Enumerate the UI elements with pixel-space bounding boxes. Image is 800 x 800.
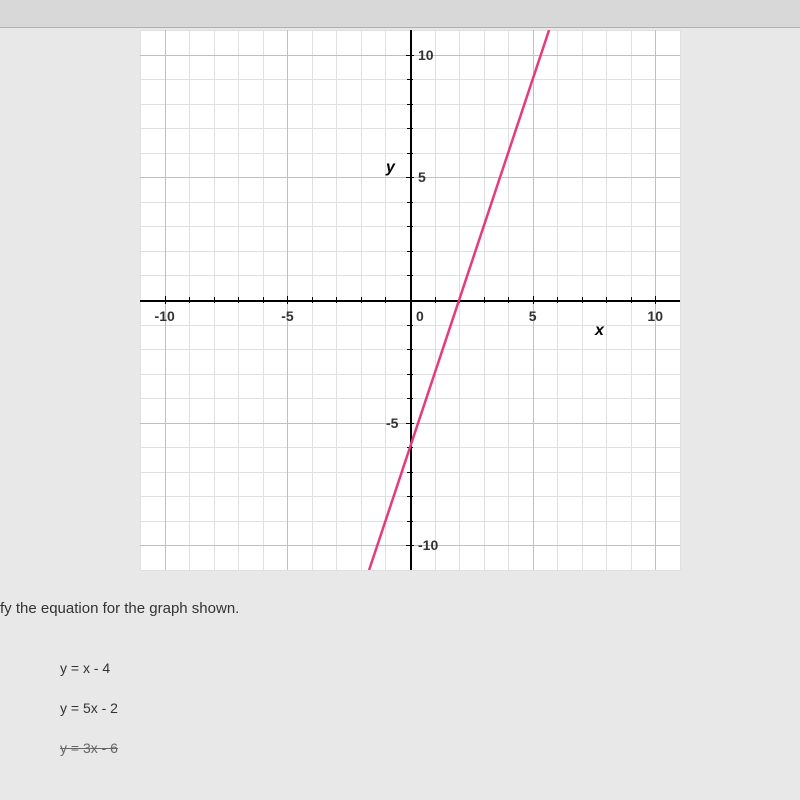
option-c[interactable]: y = 3x - 6 xyxy=(60,740,118,756)
y-axis-name: y xyxy=(386,159,395,177)
answer-options: y = x - 4 y = 5x - 2 y = 3x - 6 xyxy=(60,660,118,780)
option-a[interactable]: y = x - 4 xyxy=(60,660,118,676)
y-tick-neg5: -5 xyxy=(386,415,398,431)
x-tick-pos5: 5 xyxy=(529,308,537,324)
window-top-border xyxy=(0,0,800,28)
coordinate-graph: -10 -5 0 5 10 10 5 -5 -10 y x xyxy=(140,30,680,570)
question-text: fy the equation for the graph shown. xyxy=(0,600,239,617)
option-b[interactable]: y = 5x - 2 xyxy=(60,700,118,716)
x-axis-name: x xyxy=(595,322,604,340)
y-tick-pos10: 10 xyxy=(418,47,434,63)
y-tick-neg10: -10 xyxy=(418,537,438,553)
y-tick-pos5: 5 xyxy=(418,169,426,185)
x-tick-neg10: -10 xyxy=(155,308,175,324)
y-axis xyxy=(410,30,412,570)
x-tick-zero: 0 xyxy=(416,308,424,324)
x-tick-pos10: 10 xyxy=(647,308,663,324)
x-tick-neg5: -5 xyxy=(281,308,293,324)
